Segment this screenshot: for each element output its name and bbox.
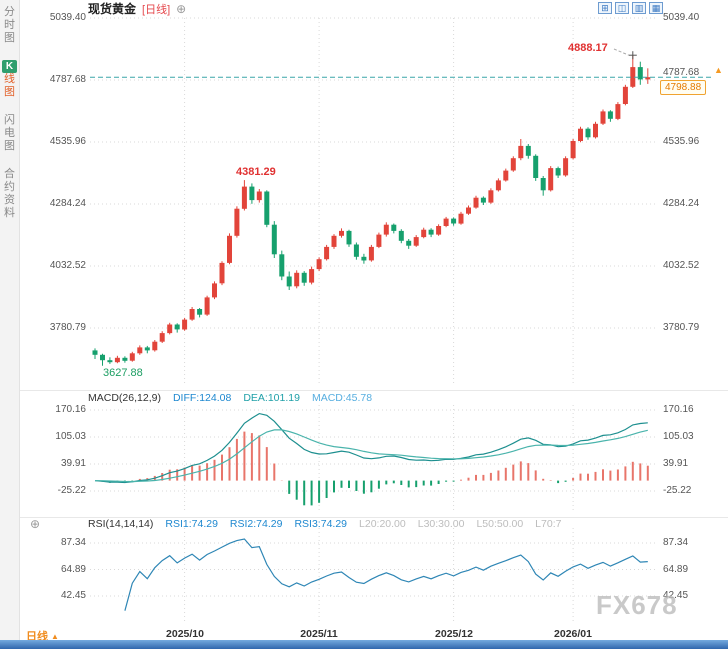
sidebar-tab-char: 资: [4, 194, 15, 206]
macd-bar-value: MACD:45.78: [311, 392, 373, 404]
rsi-value-label: RSI3:74.29: [294, 518, 348, 530]
period-dropdown-arrow-icon: ▲: [51, 631, 59, 641]
rsi-level-label: L70:7: [535, 518, 562, 530]
macd-diff-value: DIFF:124.08: [172, 392, 232, 404]
rsi-add-icon[interactable]: ⊕: [30, 517, 41, 531]
rsi-level-label: L50:50.00: [476, 518, 524, 530]
layout-single-icon[interactable]: ⊞: [598, 2, 612, 14]
sidebar-tab-char: 闪: [4, 114, 15, 126]
rsi-title[interactable]: RSI(14,14,14): [88, 518, 154, 530]
bottom-bar: [0, 640, 728, 649]
high-price-annotation: 4888.17: [568, 42, 608, 54]
sidebar-tab-char: 电: [4, 127, 15, 139]
peak-price-annotation: 4381.29: [236, 166, 276, 178]
sidebar-tab-char: 分: [4, 6, 15, 18]
sidebar-tab-char: 约: [4, 181, 15, 193]
sidebar-tab-char: 时: [4, 19, 15, 31]
rsi-level-label: L20:20.00: [359, 518, 406, 530]
layout-grid-icon[interactable]: ▦: [649, 2, 663, 14]
sidebar-tab-char: 线: [4, 73, 15, 85]
watermark: FX678: [596, 590, 678, 620]
rsi-value-label: RSI2:74.29: [229, 518, 283, 530]
layout-split-icon[interactable]: ◫: [615, 2, 629, 14]
sidebar-tab-timeline[interactable]: 分时图: [2, 6, 17, 45]
symbol-title: 现货黄金: [88, 2, 137, 16]
sidebar-tab-char: 料: [4, 207, 15, 219]
low-price-annotation: 3627.88: [103, 367, 143, 379]
sidebar-tab-char: K: [2, 60, 17, 73]
layout-toolbar: ⊞ ◫ ▥ ▦: [598, 2, 663, 14]
price-up-arrow-icon: ▲: [714, 65, 723, 75]
current-price-tag: 4798.88: [660, 80, 707, 95]
chart-header: 现货黄金 [日线] ⊕: [88, 1, 186, 16]
macd-dea-value: DEA:101.19: [243, 392, 300, 404]
sidebar-tab-char: 图: [4, 140, 15, 152]
layout-chart-icon[interactable]: ▥: [632, 2, 646, 14]
sidebar-tab-char: 图: [4, 32, 15, 44]
rsi-header: RSI(14,14,14) RSI1:74.29 RSI2:74.29 RSI3:7…: [88, 518, 561, 530]
sidebar-tab-contract-info[interactable]: 合约资料: [2, 168, 17, 220]
period-tag[interactable]: [日线]: [142, 3, 171, 16]
rsi-level-label: L30:30.00: [417, 518, 465, 530]
add-indicator-icon[interactable]: ⊕: [176, 1, 187, 16]
macd-title[interactable]: MACD(26,12,9): [88, 392, 161, 404]
sidebar-tab-char: 合: [4, 168, 15, 180]
sidebar-tab-flash[interactable]: 闪电图: [2, 114, 17, 153]
macd-header: MACD(26,12,9) DIFF:124.08 DEA:101.19 MAC…: [88, 392, 372, 404]
sidebar-tab-char: 图: [4, 86, 15, 98]
rsi-value-label: RSI1:74.29: [165, 518, 218, 530]
